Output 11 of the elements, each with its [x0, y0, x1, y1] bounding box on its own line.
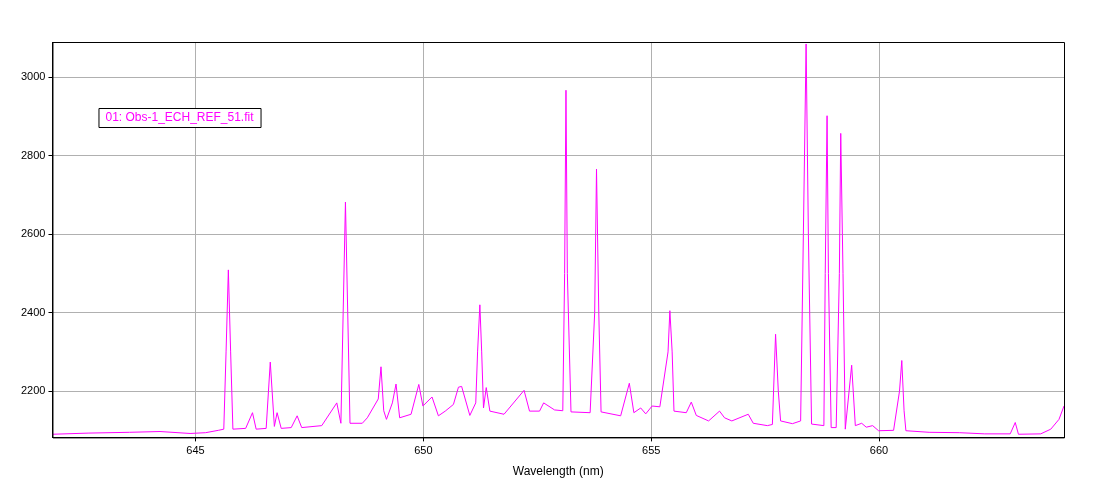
x-tick-label: 660	[869, 444, 889, 457]
text: 01: Obs-1_ECH_REF_51.fit	[105, 110, 255, 125]
x-tick-label: 650	[414, 444, 433, 457]
y-tick-label: 3000	[20, 70, 46, 83]
x-axis-title: Wavelength (nm)	[512, 464, 604, 479]
x-tick-label: 655	[642, 444, 661, 457]
y-tick-label: 2800	[20, 148, 46, 161]
x-tick-label: 645	[186, 444, 205, 457]
y-tick-label: 2400	[20, 305, 46, 318]
y-tick-label: 2600	[20, 227, 46, 240]
y-tick-label: 2200	[20, 384, 46, 397]
